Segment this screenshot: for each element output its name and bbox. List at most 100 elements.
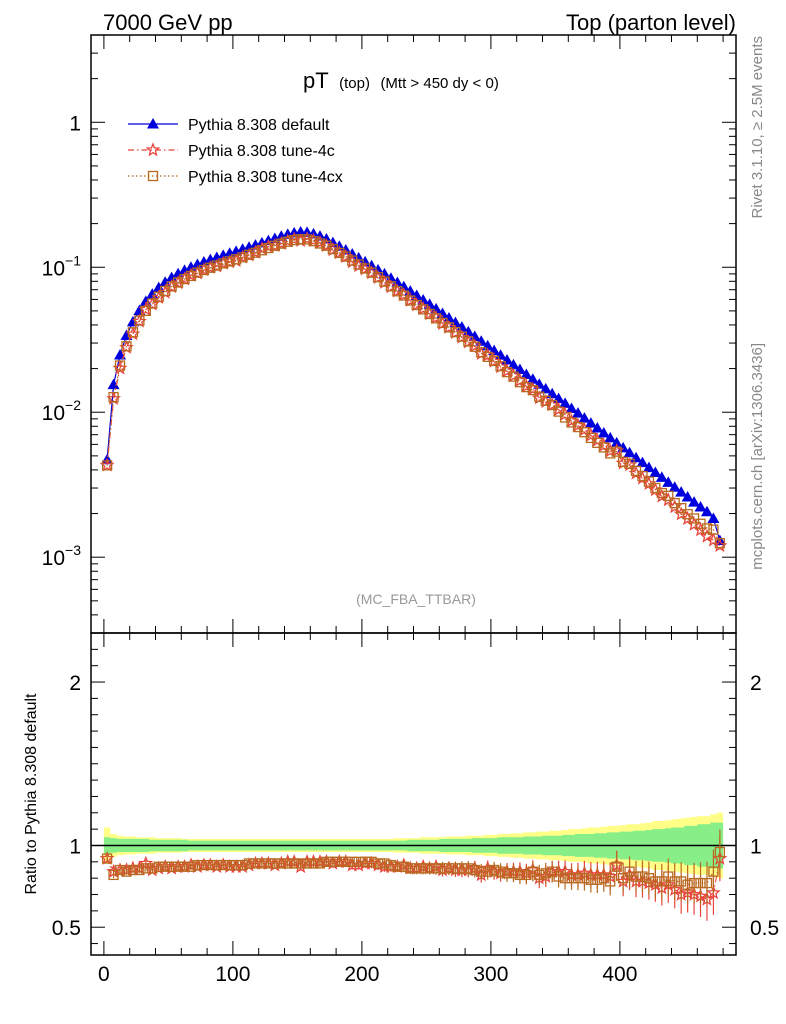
ratio-point-pythia-8-308-tune-4cx (508, 868, 519, 879)
data-point-pythia-8-308-tune-4cx (463, 336, 474, 347)
data-point-pythia-8-308-tune-4cx (308, 236, 319, 247)
x-tick-label: 0 (98, 963, 110, 986)
data-point-pythia-8-308-default (513, 363, 526, 375)
ratio-point-pythia-8-308-tune-4cx (488, 864, 500, 876)
ratio-point-pythia-8-308-tune-4cx (347, 856, 358, 867)
ratio-point-pythia-8-308-tune-4cx (185, 861, 197, 872)
ratio-y-tick-label: 2 (69, 672, 81, 695)
legend-label: Pythia 8.308 default (188, 117, 330, 134)
data-point-pythia-8-308-default (623, 446, 636, 458)
ratio-point-pythia-8-308-tune-4cx (263, 858, 274, 869)
ratio-point-pythia-8-308-tune-4cx (682, 879, 693, 890)
ratio-point-pythia-8-308-tune-4cx (269, 858, 280, 869)
ratio-point-pythia-8-308-tune-4cx (443, 863, 455, 874)
ratio-point-pythia-8-308-tune-4cx (418, 863, 429, 874)
data-point-pythia-8-308-default (442, 311, 455, 323)
ratio-point-pythia-8-308-tune-4cx (553, 871, 564, 882)
data-point-pythia-8-308-tune-4cx (147, 298, 158, 309)
data-point-pythia-8-308-default (688, 496, 701, 507)
data-point-pythia-8-308-tune-4cx (218, 258, 229, 269)
series-line-pythia-8-308-tune-4c (106, 238, 721, 547)
ratio-point-pythia-8-308-tune-4cx (605, 876, 616, 887)
ratio-point-pythia-8-308-tune-4cx (127, 864, 139, 876)
plot-title-sub1: (top) (339, 75, 370, 92)
data-point-pythia-8-308-tune-4cx (701, 523, 713, 534)
data-point-pythia-8-308-tune-4cx (121, 341, 132, 352)
data-point-pythia-8-308-tune-4cx (579, 427, 590, 438)
ratio-axes: 0 100 200 300 400 0.5 0.5 1 1 2 2 (52, 633, 779, 986)
data-point-pythia-8-308-tune-4cx (656, 487, 667, 499)
ratio-point-pythia-8-308-tune-4cx (366, 856, 377, 867)
data-point-pythia-8-308-default (675, 486, 688, 497)
ratio-point-pythia-8-308-tune-4cx (405, 863, 416, 874)
data-point-pythia-8-308-default (507, 358, 520, 370)
ratio-point-pythia-8-308-tune-4cx (218, 859, 229, 871)
ratio-point-pythia-8-308-tune-4cx (592, 874, 603, 885)
plot-title-main: pT (303, 68, 329, 93)
ratio-point-pythia-8-308-tune-4cx (134, 864, 145, 876)
ratio-point-pythia-8-308-tune-4cx (237, 859, 248, 871)
ratio-point-pythia-8-308-tune-4cx (340, 856, 351, 867)
ratio-point-pythia-8-308-tune-4cx (198, 859, 210, 871)
ratio-point-pythia-8-308-tune-4cx (579, 873, 590, 884)
data-point-pythia-8-308-tune-4cx (114, 360, 126, 371)
ratio-point-pythia-8-308-tune-4cx (211, 859, 222, 871)
x-tick-label: 400 (602, 963, 637, 986)
data-point-pythia-8-308-tune-4cx (101, 460, 113, 471)
ratio-point-pythia-8-308-tune-4cx (688, 877, 700, 889)
data-point-pythia-8-308-default (462, 325, 475, 337)
ratio-point-pythia-8-308-tune-4cx (276, 858, 287, 869)
ratio-point-pythia-8-308-tune-4cx (359, 856, 371, 867)
data-point-pythia-8-308-tune-4cx (192, 267, 203, 278)
watermark: (MC_FBA_TTBAR) (356, 591, 476, 607)
data-point-pythia-8-308-default (107, 378, 120, 390)
ratio-point-pythia-8-308-tune-4c (705, 885, 721, 900)
y-tick-label: 10−3 (42, 542, 82, 570)
y-tick-label: 1 (69, 112, 81, 135)
data-point-pythia-8-308-tune-4cx (469, 341, 480, 352)
ratio-point-pythia-8-308-tune-4cx (708, 866, 719, 877)
ratio-y-tick-label-right: 2 (750, 672, 762, 695)
ratio-point-pythia-8-308-tune-4cx (527, 866, 538, 877)
ratio-point-pythia-8-308-tune-4cx (121, 866, 132, 877)
ratio-point-pythia-8-308-tune-4cx (630, 871, 642, 882)
data-point-pythia-8-308-tune-4cx (230, 254, 242, 265)
ratio-point-pythia-8-308-tune-4cx (676, 876, 687, 887)
ratio-point-pythia-8-308-tune-4cx (617, 873, 629, 884)
ratio-point-pythia-8-308-tune-4cx (411, 863, 422, 874)
ratio-point-pythia-8-308-tune-4cx (572, 873, 584, 884)
legend-marker (147, 170, 159, 182)
ratio-y-tick-label: 1 (69, 835, 81, 858)
data-point-pythia-8-308-tune-4cx (127, 327, 139, 338)
data-point-pythia-8-308-default (430, 302, 443, 314)
data-point-pythia-8-308-default (520, 368, 533, 380)
ratio-point-pythia-8-308-tune-4cx (495, 866, 506, 877)
data-point-pythia-8-308-tune-4cx (508, 371, 519, 382)
data-point-pythia-8-308-tune-4cx (250, 247, 261, 258)
ratio-point-pythia-8-308-tune-4cx (327, 856, 339, 867)
ratio-point-pythia-8-308-tune-4cx (566, 873, 577, 884)
data-point-pythia-8-308-tune-4cx (237, 252, 248, 263)
series-line-pythia-8-308-default (106, 231, 721, 541)
x-tick-label: 200 (344, 963, 379, 986)
data-point-pythia-8-308-tune-4cx (611, 446, 622, 457)
data-point-pythia-8-308-tune-4cx (243, 249, 255, 260)
ratio-panel: 0 100 200 300 400 0.5 0.5 1 1 2 2 Ratio to Pythia … (23, 632, 779, 986)
ratio-point-pythia-8-308-tune-4cx (476, 866, 487, 877)
data-point-pythia-8-308-tune-4cx (527, 384, 538, 396)
data-point-pythia-8-308-default (604, 431, 617, 443)
ratio-point-pythia-8-308-tune-4cx (695, 877, 706, 889)
data-point-pythia-8-308-default (636, 456, 649, 468)
ratio-point-pythia-8-308-tune-4cx (160, 861, 171, 872)
data-point-pythia-8-308-default (694, 500, 707, 512)
data-point-pythia-8-308-default (165, 271, 178, 283)
ratio-point-pythia-8-308-tune-4cx (230, 859, 242, 871)
ratio-point-pythia-8-308-tune-4cx (289, 858, 300, 869)
ratio-point-pythia-8-308-tune-4cx (611, 861, 622, 872)
ratio-point-pythia-8-308-tune-4cx (140, 863, 151, 874)
ratio-point-pythia-8-308-tune-4cx (521, 869, 532, 881)
data-point-pythia-8-308-tune-4cx (321, 240, 332, 251)
data-point-pythia-8-308-default (159, 276, 172, 287)
data-point-pythia-8-308-default (578, 412, 591, 423)
